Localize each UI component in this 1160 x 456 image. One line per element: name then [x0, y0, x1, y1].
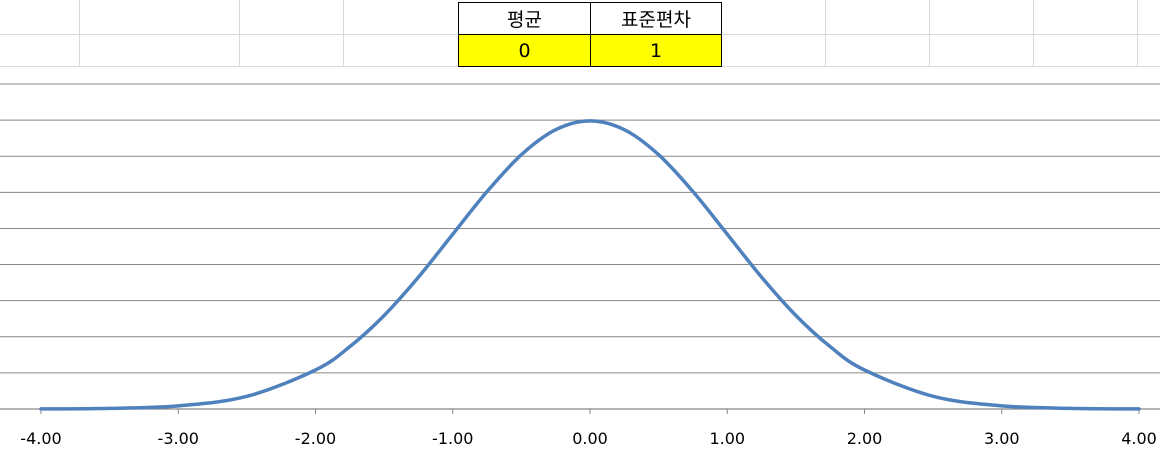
- x-tick-label: -3.00: [158, 429, 199, 448]
- sheet-column-line: [1137, 0, 1138, 67]
- sheet-column-line: [929, 0, 930, 67]
- y-gridlines: [0, 83, 1160, 410]
- sheet-column-line: [1033, 0, 1034, 67]
- std-dev-value-cell[interactable]: 1: [590, 34, 722, 67]
- normal-curve-line: [39, 119, 1141, 411]
- x-tick-label: 2.00: [847, 429, 883, 448]
- sheet-column-line: [79, 0, 80, 67]
- x-tick-label: -4.00: [20, 429, 61, 448]
- mean-value-cell[interactable]: 0: [458, 34, 591, 67]
- mean-header-cell[interactable]: 평균: [458, 2, 591, 35]
- x-tick-label: -1.00: [432, 429, 473, 448]
- x-tick-label: 3.00: [984, 429, 1020, 448]
- x-tick-label: 0.00: [572, 429, 608, 448]
- x-tick-label: 4.00: [1121, 429, 1157, 448]
- x-axis-labels: -4.00 -3.00 -2.00 -1.00 0.00 1.00 2.00 3.00 4.00: [20, 429, 1157, 448]
- sheet-column-line: [825, 0, 826, 67]
- sheet-column-line: [239, 0, 240, 67]
- x-tick-label: -2.00: [295, 429, 336, 448]
- sheet-column-line: [343, 0, 344, 67]
- x-axis-ticks: [40, 409, 1140, 414]
- x-tick-label: 1.00: [709, 429, 745, 448]
